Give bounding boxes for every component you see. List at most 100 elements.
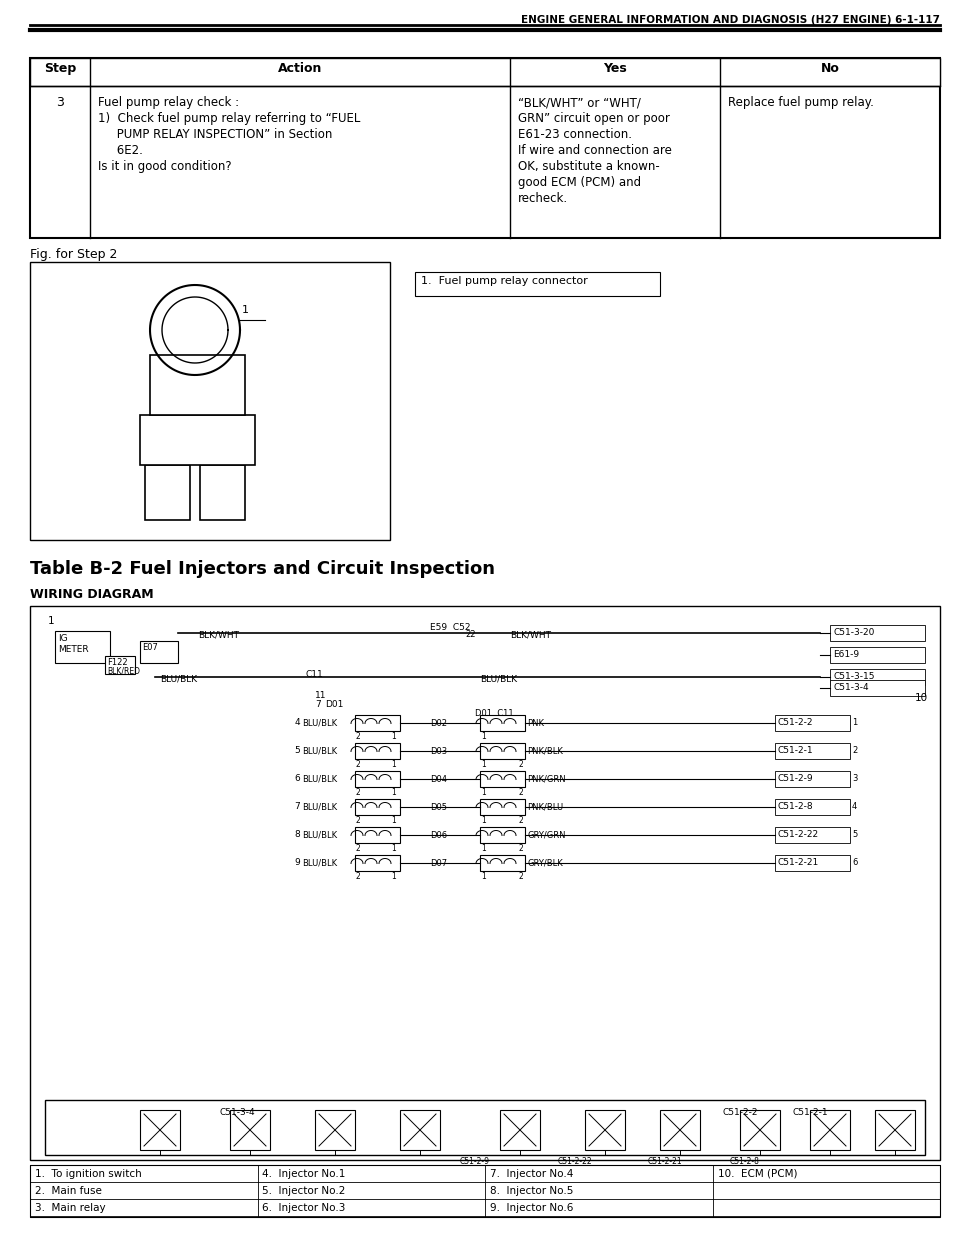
Text: E61-23 connection.: E61-23 connection. xyxy=(518,128,632,141)
Text: 1: 1 xyxy=(242,305,249,315)
Bar xyxy=(55,631,110,663)
Bar xyxy=(415,272,660,296)
Text: 1.  To ignition switch: 1. To ignition switch xyxy=(35,1170,142,1179)
Text: 1: 1 xyxy=(852,718,857,727)
Bar xyxy=(140,1110,180,1150)
Text: 2.  Main fuse: 2. Main fuse xyxy=(35,1186,102,1195)
Text: 1: 1 xyxy=(481,788,486,797)
Text: 3: 3 xyxy=(56,96,64,109)
Bar xyxy=(585,1110,625,1150)
Text: 5.  Injector No.2: 5. Injector No.2 xyxy=(262,1186,346,1195)
Text: 2: 2 xyxy=(518,844,523,853)
Bar xyxy=(30,262,390,540)
Text: BLU/BLK: BLU/BLK xyxy=(480,674,517,683)
Bar xyxy=(480,799,525,815)
Bar xyxy=(30,58,940,238)
Text: 2: 2 xyxy=(356,732,361,741)
Text: C51-2-1: C51-2-1 xyxy=(777,746,812,755)
Text: Fuel pump relay check :: Fuel pump relay check : xyxy=(98,96,239,109)
Text: 4: 4 xyxy=(295,718,300,727)
Text: Step: Step xyxy=(44,62,76,75)
Bar xyxy=(775,771,850,787)
Text: 5: 5 xyxy=(295,746,300,755)
Text: PNK: PNK xyxy=(527,719,544,727)
Bar xyxy=(740,1110,780,1150)
Text: C11: C11 xyxy=(305,671,323,679)
Text: C51-2-22: C51-2-22 xyxy=(558,1157,592,1166)
Text: C51-2-22: C51-2-22 xyxy=(777,830,818,839)
Bar xyxy=(200,466,245,520)
Text: BLU/BLK: BLU/BLK xyxy=(160,674,197,683)
Bar xyxy=(400,1110,440,1150)
Text: WIRING DIAGRAM: WIRING DIAGRAM xyxy=(30,588,154,601)
Bar xyxy=(830,625,925,641)
Text: D04: D04 xyxy=(430,776,447,784)
Bar xyxy=(875,1110,915,1150)
Bar xyxy=(230,1110,270,1150)
Text: 2: 2 xyxy=(356,816,361,825)
Bar xyxy=(775,715,850,731)
Text: D07: D07 xyxy=(430,860,447,868)
Text: No: No xyxy=(821,62,839,75)
Bar xyxy=(775,799,850,815)
Text: 2: 2 xyxy=(518,816,523,825)
Text: PNK/BLU: PNK/BLU xyxy=(527,803,564,811)
Text: 2: 2 xyxy=(518,760,523,769)
Text: C51-2-9: C51-2-9 xyxy=(777,774,812,783)
Bar xyxy=(315,1110,355,1150)
Text: D06: D06 xyxy=(430,831,447,840)
Text: 11: 11 xyxy=(315,692,326,700)
Text: C51-2-9: C51-2-9 xyxy=(460,1157,490,1166)
Text: GRY/BLK: GRY/BLK xyxy=(527,860,563,868)
Text: D01: D01 xyxy=(325,700,344,709)
Text: 1: 1 xyxy=(392,872,396,881)
Bar xyxy=(480,771,525,787)
Text: D05: D05 xyxy=(430,803,447,811)
Text: 1)  Check fuel pump relay referring to “FUEL: 1) Check fuel pump relay referring to “F… xyxy=(98,112,360,125)
Text: Yes: Yes xyxy=(603,62,627,75)
Text: OK, substitute a known-: OK, substitute a known- xyxy=(518,161,660,173)
Text: Table B-2 Fuel Injectors and Circuit Inspection: Table B-2 Fuel Injectors and Circuit Ins… xyxy=(30,559,495,578)
Text: 4.  Injector No.1: 4. Injector No.1 xyxy=(262,1170,346,1179)
Text: 3.  Main relay: 3. Main relay xyxy=(35,1203,106,1213)
Text: IG: IG xyxy=(58,634,67,643)
Text: good ECM (PCM) and: good ECM (PCM) and xyxy=(518,177,641,189)
Text: 22: 22 xyxy=(465,630,475,638)
Bar xyxy=(775,743,850,760)
Text: C51-2-21: C51-2-21 xyxy=(777,858,818,867)
Text: PNK/GRN: PNK/GRN xyxy=(527,776,565,784)
Bar xyxy=(775,855,850,871)
Bar xyxy=(145,466,190,520)
Text: 2: 2 xyxy=(518,788,523,797)
Text: 1: 1 xyxy=(392,732,396,741)
Text: D01  C11: D01 C11 xyxy=(475,709,514,718)
Text: 7: 7 xyxy=(295,802,300,811)
Text: 6.  Injector No.3: 6. Injector No.3 xyxy=(262,1203,346,1213)
Text: Action: Action xyxy=(277,62,323,75)
Text: GRN” circuit open or poor: GRN” circuit open or poor xyxy=(518,112,670,125)
Bar xyxy=(480,827,525,844)
Text: METER: METER xyxy=(58,645,88,655)
Text: GRY/GRN: GRY/GRN xyxy=(527,831,565,840)
Bar xyxy=(140,641,178,663)
Bar xyxy=(480,715,525,731)
Text: C51-3-15: C51-3-15 xyxy=(833,672,875,680)
Text: BLU/BLK: BLU/BLK xyxy=(302,802,337,811)
Text: 8.  Injector No.5: 8. Injector No.5 xyxy=(490,1186,573,1195)
Text: BLK/WHT: BLK/WHT xyxy=(198,630,239,638)
Bar xyxy=(140,415,255,466)
Text: 10: 10 xyxy=(915,693,928,703)
Text: 1.  Fuel pump relay connector: 1. Fuel pump relay connector xyxy=(421,275,588,287)
Text: C51-2-2: C51-2-2 xyxy=(777,718,812,727)
Text: BLU/BLK: BLU/BLK xyxy=(302,858,337,867)
Text: 6E2.: 6E2. xyxy=(98,144,143,157)
Text: PUMP RELAY INSPECTION” in Section: PUMP RELAY INSPECTION” in Section xyxy=(98,128,332,141)
Text: 2: 2 xyxy=(356,844,361,853)
Bar xyxy=(500,1110,540,1150)
Text: E07: E07 xyxy=(142,643,157,652)
Text: 6: 6 xyxy=(295,774,300,783)
Bar xyxy=(150,354,245,415)
Text: D03: D03 xyxy=(430,747,447,756)
Text: BLU/BLK: BLU/BLK xyxy=(302,830,337,839)
Text: “BLK/WHT” or “WHT/: “BLK/WHT” or “WHT/ xyxy=(518,96,641,109)
